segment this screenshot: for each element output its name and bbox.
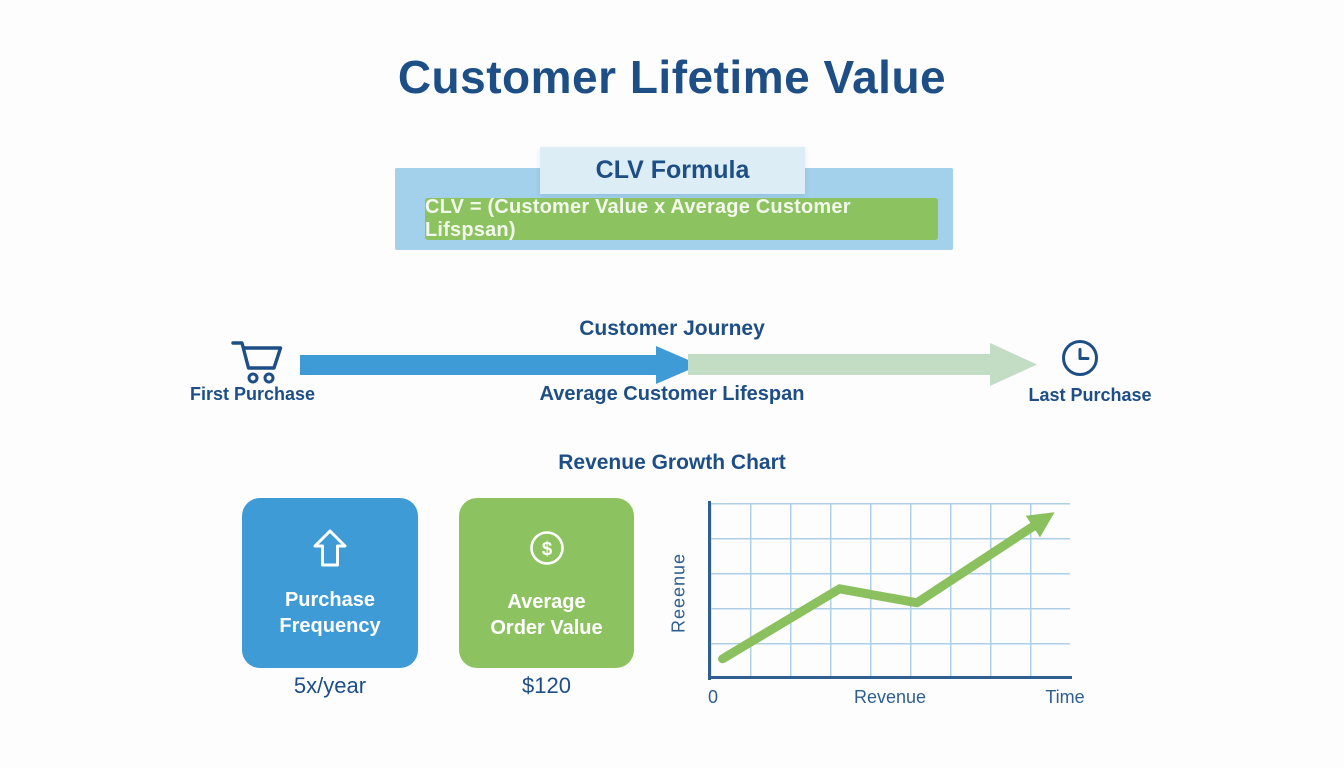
average-order-value-value: $120	[522, 673, 571, 698]
chart-x-tick-0: 0	[707, 687, 718, 707]
dollar-circle-icon: $	[525, 526, 569, 575]
dollar-glyph: $	[541, 539, 552, 560]
page-title: Customer Lifetime Value	[397, 51, 947, 103]
shopping-cart-icon	[230, 336, 284, 391]
purchase-frequency-card: Purchase Frequency	[242, 498, 418, 668]
up-arrow-icon	[308, 528, 352, 573]
chart-x-tick-time: Time	[1045, 687, 1085, 707]
chart-x-tick-revenue: Revenue	[853, 687, 927, 707]
formula-header: CLV Formula	[540, 147, 805, 194]
average-order-value-label: Average Order Value	[490, 590, 603, 639]
journey-middle-label: Average Customer Lifespan	[539, 383, 805, 405]
chart-y-axis	[708, 501, 711, 680]
chart-heading: Revenue Growth Chart	[558, 451, 786, 474]
purchase-frequency-value: 5x/year	[293, 673, 367, 698]
purchase-frequency-label: Purchase Frequency	[279, 588, 381, 637]
clock-icon	[1060, 338, 1100, 383]
chart-x-axis	[708, 676, 1072, 679]
journey-arrow-blue	[300, 345, 700, 390]
journey-end-label: Last Purchase	[1028, 385, 1152, 405]
revenue-line	[718, 512, 1055, 664]
formula-expression: CLV = (Customer Value x Average Customer…	[425, 196, 938, 241]
chart-y-label: Reeenue	[668, 552, 689, 633]
journey-heading: Customer Journey	[579, 317, 765, 340]
revenue-line-svg	[718, 512, 1055, 664]
journey-arrow-green	[688, 341, 1038, 394]
average-order-value-card: $ Average Order Value	[459, 498, 634, 668]
journey-start-label: First Purchase	[189, 384, 316, 404]
chart-plot-area	[710, 503, 1070, 678]
